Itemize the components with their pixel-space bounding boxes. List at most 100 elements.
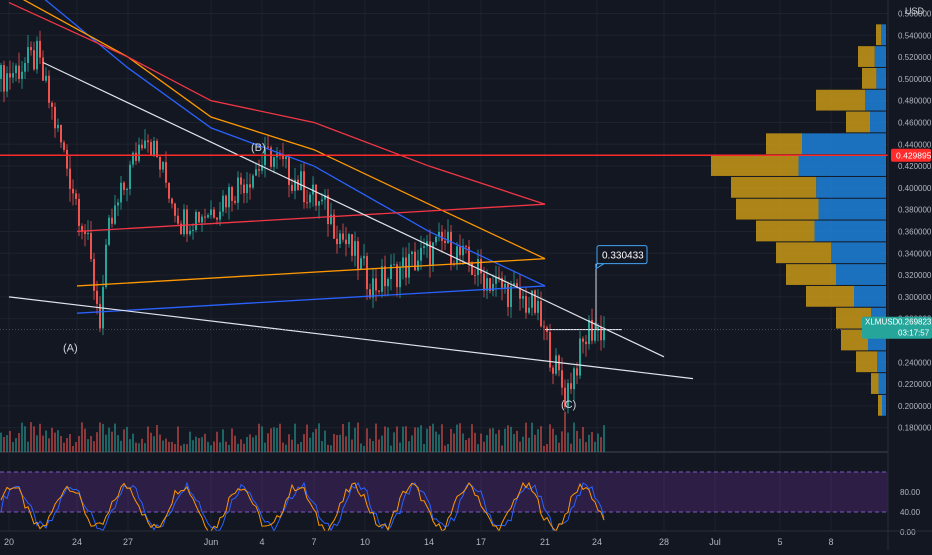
- candle: [435, 236, 437, 243]
- candle: [84, 231, 86, 235]
- candle: [381, 266, 383, 292]
- candle: [474, 274, 476, 276]
- candle: [450, 231, 452, 264]
- candle: [456, 246, 458, 265]
- volume-bar: [393, 432, 395, 452]
- symbol-badge: XLMUSD 0.269823 03:17:57: [862, 316, 932, 339]
- volume-bar: [588, 434, 590, 452]
- ma-fast: [44, 0, 546, 314]
- candle: [12, 73, 14, 78]
- volume-bar: [552, 428, 554, 452]
- volume-bar: [207, 441, 209, 452]
- volume-bar: [327, 444, 329, 452]
- volume-bar: [81, 422, 83, 452]
- candle: [441, 231, 443, 241]
- candle: [486, 278, 488, 291]
- profile-sell-bar: [786, 264, 836, 285]
- candle: [291, 184, 293, 191]
- price-callout[interactable]: 0.330433: [595, 245, 648, 330]
- profile-buy-bar: [802, 133, 886, 155]
- candle: [543, 326, 545, 328]
- candle: [366, 256, 368, 290]
- price-tick-label: 0.420000: [898, 162, 932, 171]
- candle: [495, 276, 497, 284]
- volume-bar: [534, 434, 536, 452]
- volume-bar: [399, 442, 401, 452]
- candle: [393, 264, 395, 266]
- candle: [531, 290, 533, 308]
- candle: [69, 168, 71, 189]
- candle: [516, 283, 518, 288]
- volume-bar: [489, 428, 491, 452]
- candle: [339, 233, 341, 245]
- candle: [369, 289, 371, 298]
- volume-bar: [564, 411, 566, 452]
- candle: [27, 47, 29, 64]
- candle: [93, 259, 95, 291]
- volume-bar: [351, 439, 353, 452]
- volume-bar: [300, 442, 302, 452]
- candle: [537, 300, 539, 313]
- profile-buy-bar: [831, 242, 886, 264]
- volume-bar: [405, 426, 407, 452]
- volume-bar: [462, 433, 464, 452]
- candle: [228, 186, 230, 208]
- time-tick-label: 17: [476, 537, 486, 547]
- profile-sell-bar: [876, 24, 881, 46]
- candle: [246, 184, 248, 194]
- volume-bar: [543, 445, 545, 452]
- candle: [219, 211, 221, 220]
- volume-bar: [525, 422, 527, 452]
- candle: [312, 184, 314, 195]
- candle: [594, 330, 596, 341]
- volume-bar: [309, 437, 311, 452]
- ma-slow: [8, 1, 546, 233]
- candle: [294, 179, 296, 191]
- volume-bar: [231, 428, 233, 452]
- candle: [210, 209, 212, 216]
- price-tick-label: 0.460000: [898, 118, 932, 127]
- volume-bar: [516, 430, 518, 452]
- candle: [489, 278, 491, 292]
- candle: [522, 296, 524, 299]
- candle: [135, 152, 137, 161]
- time-axis[interactable]: 20 24 27 Jun 4 7 10 14 17 21 24 28 Jul 5 8: [4, 537, 834, 547]
- time-tick-label: 24: [72, 537, 82, 547]
- volume-bar: [549, 424, 551, 452]
- candle: [501, 277, 503, 288]
- candle: [141, 144, 143, 149]
- volume-bar: [255, 435, 257, 452]
- volume-bar: [381, 435, 383, 452]
- profile-sell-bar: [856, 351, 877, 373]
- volume-bar: [225, 441, 227, 452]
- time-tick-label: Jul: [709, 537, 721, 547]
- volume-bar: [15, 438, 17, 452]
- candle: [582, 338, 584, 342]
- volume-bar: [66, 438, 68, 452]
- volume-bar: [246, 436, 248, 452]
- volume-bar: [78, 435, 80, 452]
- volume-bar: [363, 445, 365, 452]
- candle: [273, 157, 275, 167]
- candle: [150, 142, 152, 156]
- volume-bar: [396, 426, 398, 452]
- candle: [168, 182, 170, 199]
- candle: [468, 246, 470, 264]
- volume-bar: [252, 437, 254, 452]
- volume-bar: [519, 441, 521, 452]
- lower-trendline: [8, 296, 694, 380]
- candle: [108, 217, 110, 245]
- profile-sell-bar: [871, 373, 879, 394]
- price-tick-label: 0.520000: [898, 53, 932, 62]
- wave-label-c: (C): [561, 399, 576, 411]
- candle: [81, 225, 83, 232]
- volume-bar: [324, 430, 326, 452]
- volume-bar: [123, 429, 125, 452]
- volume-bar: [168, 441, 170, 452]
- volume-bar: [132, 433, 134, 452]
- candle: [585, 341, 587, 345]
- candle: [162, 162, 164, 170]
- volume-bar: [474, 432, 476, 452]
